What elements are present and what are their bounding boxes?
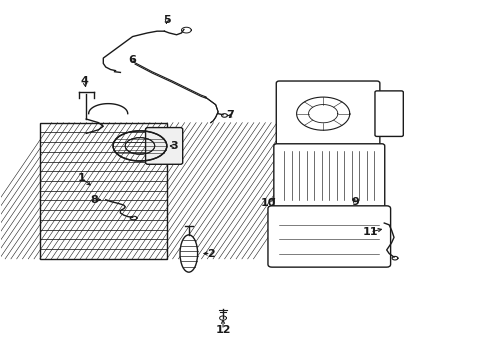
FancyBboxPatch shape — [274, 144, 385, 207]
Bar — [40, 123, 167, 259]
Text: 7: 7 — [226, 111, 234, 121]
Text: 9: 9 — [351, 197, 359, 207]
FancyBboxPatch shape — [146, 127, 183, 164]
FancyBboxPatch shape — [276, 81, 380, 146]
Text: 6: 6 — [129, 55, 137, 65]
Ellipse shape — [180, 235, 197, 272]
Text: 5: 5 — [163, 15, 171, 26]
Text: 8: 8 — [91, 195, 98, 205]
FancyBboxPatch shape — [375, 91, 403, 136]
Text: 2: 2 — [207, 248, 215, 258]
Text: 1: 1 — [77, 173, 85, 183]
Text: 10: 10 — [261, 198, 276, 208]
Text: 12: 12 — [215, 325, 231, 335]
Text: 11: 11 — [362, 227, 378, 237]
FancyBboxPatch shape — [268, 206, 391, 267]
Text: 3: 3 — [171, 141, 178, 151]
Text: 4: 4 — [81, 76, 89, 86]
